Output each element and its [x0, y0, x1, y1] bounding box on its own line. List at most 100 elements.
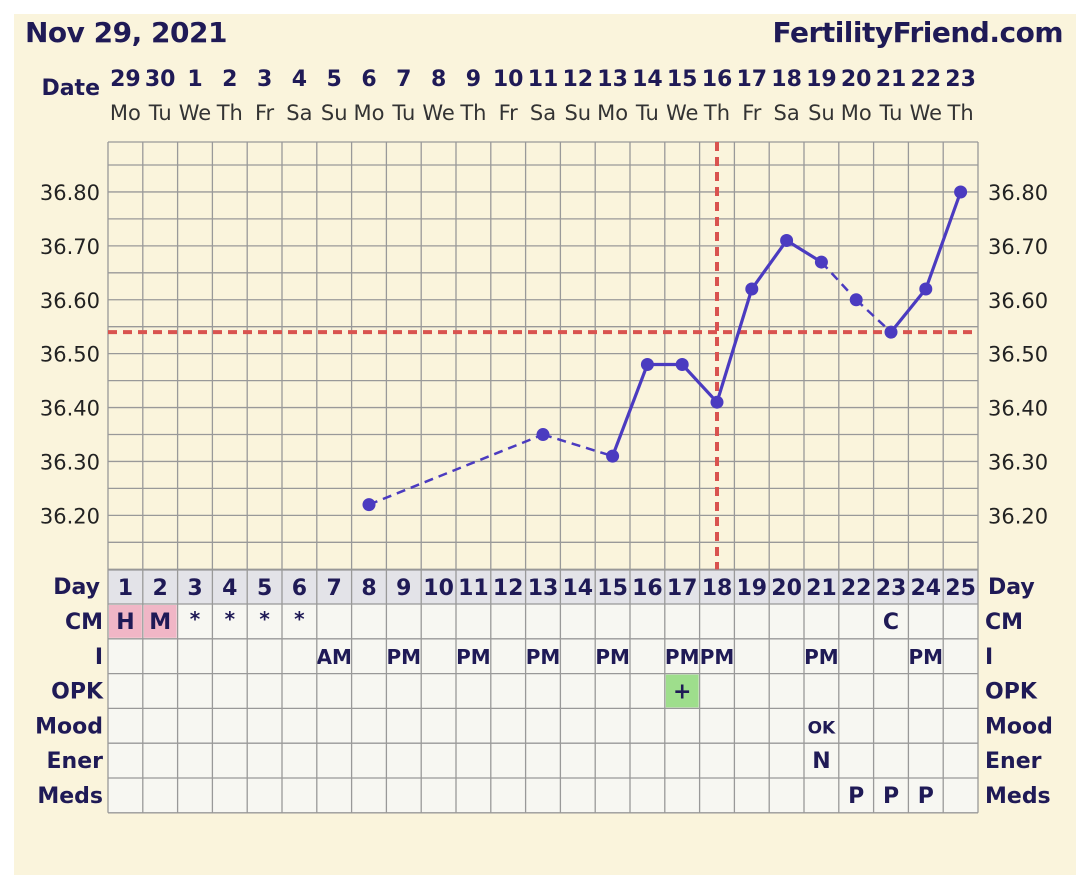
- y-tick-label-right: 36.80: [988, 181, 1048, 205]
- weekday-label: Sa: [286, 101, 312, 125]
- weekday-label: Tu: [148, 101, 172, 125]
- weekday-label: Fr: [742, 101, 762, 125]
- temperature-line: [611, 363, 649, 457]
- temperature-point: [710, 395, 724, 409]
- date-number: 29: [110, 67, 141, 92]
- chart-date-title: Nov 29, 2021: [25, 16, 227, 49]
- cm-cell-value: C: [883, 610, 899, 635]
- temperature-line: [715, 288, 754, 403]
- meds-cell-value: P: [883, 784, 899, 809]
- opk-row-label: OPK: [51, 680, 104, 705]
- y-tick-label-right: 36.40: [988, 397, 1048, 421]
- meds-row-background: [108, 778, 978, 813]
- temperature-point: [814, 255, 828, 269]
- temperature-line: [681, 363, 719, 404]
- intercourse-row-background: [108, 638, 978, 674]
- intercourse-cell-value: PM: [456, 645, 491, 669]
- date-number: 5: [327, 67, 342, 92]
- y-tick-label-left: 36.30: [40, 451, 100, 475]
- weekday-label: Su: [808, 101, 835, 125]
- intercourse-cell-value: AM: [317, 645, 352, 669]
- cycle-day-number: 18: [702, 576, 733, 601]
- weekday-label: Mo: [354, 101, 385, 125]
- cycle-day-number: 17: [667, 576, 698, 601]
- cm-row-label-right: CM: [985, 610, 1023, 635]
- intercourse-cell-value: PM: [526, 645, 561, 669]
- y-tick-label-right: 36.50: [988, 343, 1048, 367]
- weekday-label: Mo: [110, 101, 141, 125]
- cycle-day-number: 21: [806, 576, 837, 601]
- date-number: 22: [910, 67, 941, 92]
- cm-row-background: [108, 604, 978, 639]
- cm-cell-value: *: [294, 607, 305, 631]
- weekday-label: Sa: [773, 101, 799, 125]
- weekday-label: We: [910, 101, 942, 125]
- date-number: 10: [493, 67, 524, 92]
- temperature-point: [362, 498, 376, 512]
- mood-row-label-right: Mood: [985, 714, 1053, 739]
- intercourse-cell-value: PM: [665, 645, 700, 669]
- cycle-day-number: 13: [528, 576, 559, 601]
- energy-row-label-right: Ener: [985, 749, 1042, 774]
- cm-highlight-cell: [143, 605, 177, 638]
- day-row-label-right: Day: [988, 575, 1035, 600]
- date-row-label: Date: [41, 76, 100, 101]
- weekday-label: Tu: [879, 101, 903, 125]
- temperature-point: [640, 357, 654, 371]
- cm-cell-value: *: [225, 607, 236, 631]
- temperature-line-dashed: [820, 261, 858, 301]
- opk-positive-cell: [665, 674, 699, 708]
- meds-row-label: Meds: [37, 784, 103, 809]
- cm-highlight-cell: [109, 605, 142, 638]
- meds-cell-value: P: [918, 784, 934, 809]
- y-tick-label-left: 36.80: [40, 181, 100, 205]
- weekday-label: Su: [564, 101, 591, 125]
- intercourse-cell-value: PM: [909, 645, 944, 669]
- cycle-day-number: 4: [222, 576, 237, 601]
- temperature-point: [954, 185, 968, 199]
- cm-cell-value: *: [259, 607, 270, 631]
- weekday-label: Su: [321, 101, 348, 125]
- cycle-day-number: 5: [257, 576, 272, 601]
- weekday-label: We: [422, 101, 454, 125]
- date-number: 16: [702, 67, 733, 92]
- cycle-day-number: 15: [597, 576, 628, 601]
- date-number: 20: [841, 67, 872, 92]
- temperature-point: [745, 282, 759, 296]
- cycle-day-number: 7: [327, 576, 342, 601]
- intercourse-row-label-right: I: [985, 645, 993, 670]
- mood-row-background: [108, 708, 978, 744]
- intercourse-cell-value: PM: [387, 645, 422, 669]
- cycle-day-number: 2: [153, 576, 168, 601]
- cm-cell-value: M: [149, 610, 171, 635]
- energy-cell-value: N: [812, 749, 830, 774]
- date-number: 7: [396, 67, 411, 92]
- date-number: 11: [528, 67, 559, 92]
- mood-cell-value: OK: [808, 718, 836, 738]
- date-number: 13: [597, 67, 628, 92]
- date-number: 14: [632, 67, 663, 92]
- y-tick-label-left: 36.40: [40, 397, 100, 421]
- date-number: 19: [806, 67, 837, 92]
- temperature-line: [750, 239, 788, 290]
- weekday-label: Sa: [530, 101, 556, 125]
- opk-row-background: [108, 673, 978, 709]
- cycle-day-number: 16: [632, 576, 663, 601]
- weekday-label: Th: [947, 101, 974, 125]
- energy-row-label: Ener: [47, 749, 104, 774]
- cycle-day-number: 14: [562, 576, 593, 601]
- temperature-line-dashed: [542, 433, 613, 458]
- opk-row-label-right: OPK: [985, 680, 1038, 705]
- temperature-point: [919, 282, 933, 296]
- cm-row-label: CM: [65, 610, 103, 635]
- weekday-label: Tu: [391, 101, 415, 125]
- date-number: 4: [292, 67, 307, 92]
- date-number: 8: [431, 67, 446, 92]
- cm-cell-value: *: [190, 607, 201, 631]
- date-number: 17: [736, 67, 767, 92]
- cm-cell-value: H: [116, 610, 134, 635]
- cycle-day-number: 23: [876, 576, 907, 601]
- y-tick-label-left: 36.50: [40, 343, 100, 367]
- date-number: 6: [361, 67, 376, 92]
